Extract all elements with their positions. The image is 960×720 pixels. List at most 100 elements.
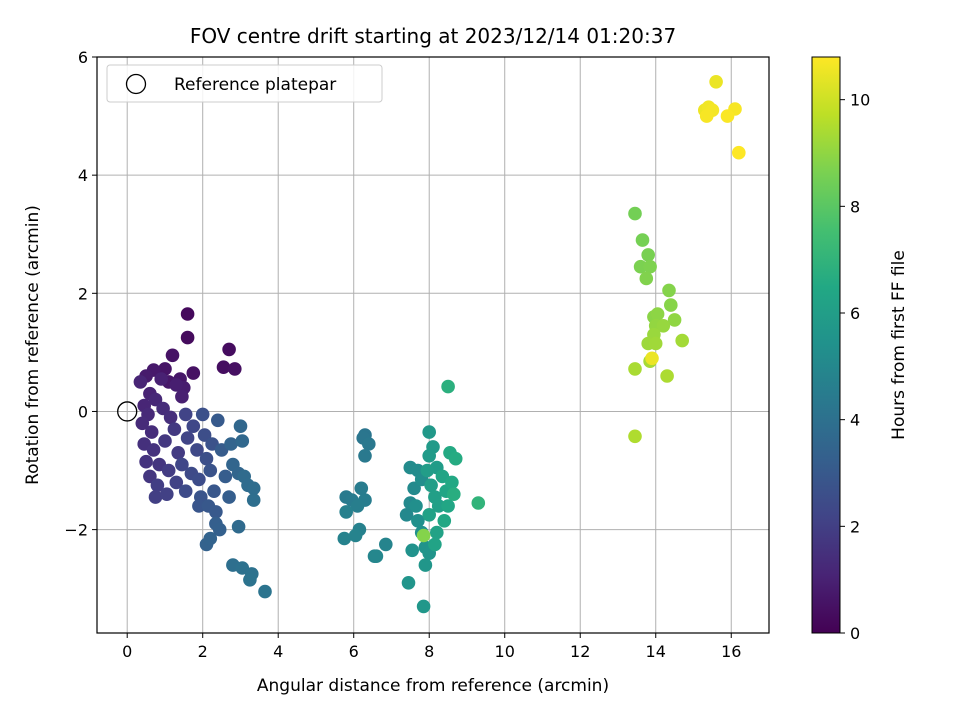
- data-point: [441, 379, 455, 394]
- data-point: [720, 109, 735, 123]
- x-axis-label: Angular distance from reference (arcmin): [257, 676, 609, 696]
- data-point: [246, 481, 261, 496]
- x-tick-label: 8: [424, 642, 434, 661]
- data-point: [643, 259, 657, 274]
- x-tick-label: 12: [570, 642, 590, 661]
- data-point: [628, 206, 642, 221]
- data-point: [160, 487, 174, 502]
- data-point: [379, 537, 393, 552]
- data-point: [662, 283, 676, 298]
- y-axis-label: Rotation from reference (arcmin): [23, 205, 43, 485]
- data-point: [337, 531, 352, 546]
- data-point: [648, 336, 663, 351]
- data-point: [178, 407, 193, 422]
- data-point: [171, 446, 185, 460]
- x-tick-label: 10: [495, 642, 515, 661]
- data-point: [192, 499, 206, 513]
- data-point: [169, 475, 184, 490]
- data-point: [405, 543, 420, 558]
- data-point: [437, 514, 452, 528]
- data-point: [401, 576, 416, 590]
- data-point: [180, 307, 195, 321]
- colorbar-ticks: 0 2 4 6 8 10: [840, 91, 870, 643]
- y-tick-label: 0: [78, 402, 88, 421]
- data-point: [350, 499, 365, 513]
- data-point: [195, 407, 210, 422]
- data-point: [418, 558, 433, 572]
- data-point: [192, 472, 206, 487]
- data-point: [243, 573, 257, 587]
- data-point: [420, 463, 435, 478]
- data-point: [409, 499, 423, 513]
- data-point: [186, 419, 201, 434]
- data-point: [369, 549, 384, 563]
- x-tick-label: 14: [646, 642, 666, 661]
- data-point: [175, 389, 189, 404]
- data-point: [212, 522, 227, 537]
- data-point: [233, 419, 248, 434]
- data-point: [190, 443, 204, 457]
- data-point: [416, 528, 431, 543]
- data-point: [354, 481, 369, 496]
- data-point: [169, 378, 184, 392]
- colorbar-tick-label: 10: [850, 91, 870, 110]
- colorbar-gradient: [811, 56, 841, 634]
- data-point: [209, 505, 223, 519]
- data-point: [143, 469, 157, 484]
- data-point: [165, 348, 180, 363]
- data-point: [362, 437, 376, 451]
- data-point: [148, 392, 163, 407]
- data-point: [144, 425, 159, 439]
- data-point: [431, 499, 446, 513]
- data-point: [175, 457, 189, 472]
- legend: Reference platepar: [106, 64, 383, 103]
- data-point: [699, 109, 714, 123]
- colorbar-tick-label: 0: [850, 624, 860, 643]
- data-point: [133, 375, 148, 389]
- data-point: [675, 333, 689, 348]
- data-point: [258, 584, 272, 599]
- data-point: [207, 484, 221, 499]
- colorbar-tick-label: 2: [850, 517, 860, 536]
- data-point: [156, 401, 170, 416]
- x-tick-label: 16: [721, 642, 741, 661]
- data-point: [199, 451, 214, 466]
- data-point: [641, 248, 655, 262]
- data-point: [628, 429, 642, 444]
- data-point: [148, 490, 163, 504]
- data-point: [163, 410, 178, 425]
- data-point: [203, 463, 218, 478]
- data-point: [660, 369, 674, 383]
- reference-platepar-marker: [117, 401, 138, 422]
- plot-area-frame: [96, 56, 770, 634]
- y-tick-label: 2: [78, 284, 88, 303]
- data-point: [639, 271, 654, 286]
- data-point: [664, 298, 678, 312]
- data-point: [167, 422, 182, 437]
- data-point: [161, 463, 176, 478]
- data-point: [411, 514, 425, 528]
- data-point: [154, 372, 168, 386]
- data-point: [222, 490, 236, 504]
- data-point: [422, 508, 437, 522]
- data-point: [348, 528, 363, 543]
- legend-box: [106, 64, 383, 103]
- x-tick-label: 2: [198, 642, 208, 661]
- data-point: [228, 362, 242, 376]
- data-point: [448, 451, 463, 466]
- data-point: [430, 525, 444, 540]
- data-point: [339, 505, 354, 519]
- reference-marker-layer: [117, 401, 138, 422]
- colorbar-tick-label: 8: [850, 197, 860, 216]
- data-point: [650, 307, 665, 321]
- x-tick-label: 0: [122, 642, 132, 661]
- data-point: [197, 428, 212, 442]
- data-point: [656, 319, 671, 333]
- legend-label: Reference platepar: [174, 75, 336, 95]
- data-point: [180, 431, 195, 445]
- data-point: [216, 360, 231, 375]
- data-point: [180, 330, 195, 345]
- data-point: [422, 425, 437, 439]
- data-point: [211, 413, 225, 428]
